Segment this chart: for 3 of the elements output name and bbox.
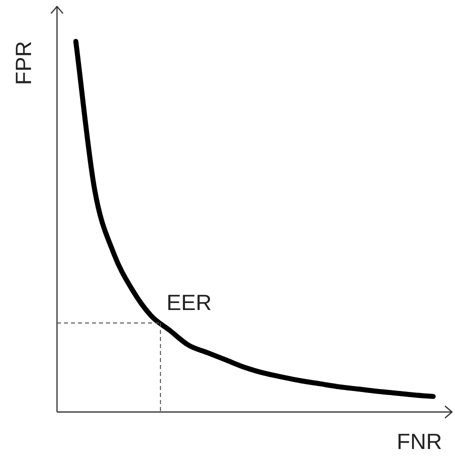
y-axis-title: FPR (11, 41, 36, 85)
x-axis-title: FNR (396, 429, 442, 454)
ref-line-label: EER (166, 290, 212, 316)
